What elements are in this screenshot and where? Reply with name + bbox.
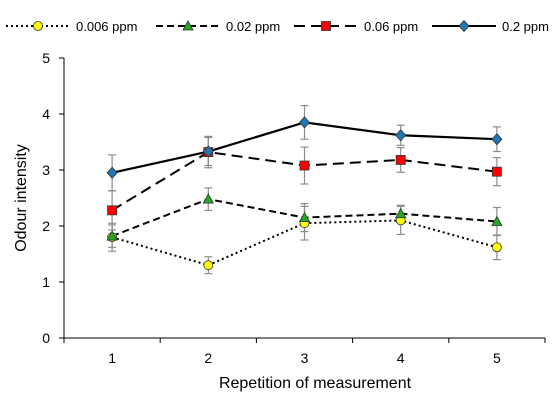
- x-axis-title: Repetition of measurement: [219, 375, 412, 392]
- x-tick-label: 4: [397, 350, 405, 366]
- x-tick-label: 2: [204, 350, 212, 366]
- legend: 0.006 ppm 0.02 ppm 0.06 ppm 0.2 ppm: [6, 19, 549, 34]
- x-tick-label: 3: [301, 350, 309, 366]
- data-point: [491, 242, 502, 253]
- error-bars: [108, 104, 501, 275]
- y-tick-labels: 0 1 2 3 4 5: [42, 50, 64, 346]
- data-point: [202, 145, 214, 158]
- data-point: [491, 215, 503, 226]
- data-point: [106, 166, 118, 179]
- legend-marker: [458, 19, 470, 33]
- data-point: [395, 129, 407, 142]
- data-point: [202, 193, 214, 204]
- data-point: [395, 155, 406, 165]
- y-tick-label: 4: [42, 106, 50, 122]
- y-tick-label: 2: [42, 218, 50, 234]
- data-point: [298, 211, 311, 223]
- legend-marker: [182, 20, 194, 31]
- legend-label: 0.006 ppm: [76, 19, 137, 34]
- data-point: [491, 166, 502, 177]
- y-tick-label: 1: [42, 274, 50, 290]
- data-point: [106, 230, 118, 241]
- series-markers: [106, 116, 503, 271]
- y-tick-label: 0: [42, 330, 50, 346]
- data-point: [395, 207, 407, 219]
- legend-label: 0.02 ppm: [226, 19, 280, 34]
- x-tick-labels: 1 2 3 4 5: [63, 338, 546, 366]
- x-tick-label: 5: [493, 350, 501, 366]
- y-axis-title: Odour intensity: [13, 144, 30, 252]
- legend-label: 0.2 ppm: [502, 19, 549, 34]
- data-point: [203, 260, 214, 271]
- legend-marker: [321, 21, 331, 31]
- axes: [63, 58, 545, 339]
- y-tick-label: 5: [42, 50, 50, 66]
- data-point: [107, 205, 117, 216]
- data-point: [298, 116, 311, 129]
- legend-marker: [33, 21, 43, 31]
- x-tick-label: 1: [108, 350, 116, 366]
- series-lines: [111, 121, 498, 267]
- y-tick-label: 3: [42, 162, 50, 178]
- legend-label: 0.06 ppm: [364, 19, 418, 34]
- data-point: [299, 160, 310, 171]
- data-point: [491, 133, 503, 146]
